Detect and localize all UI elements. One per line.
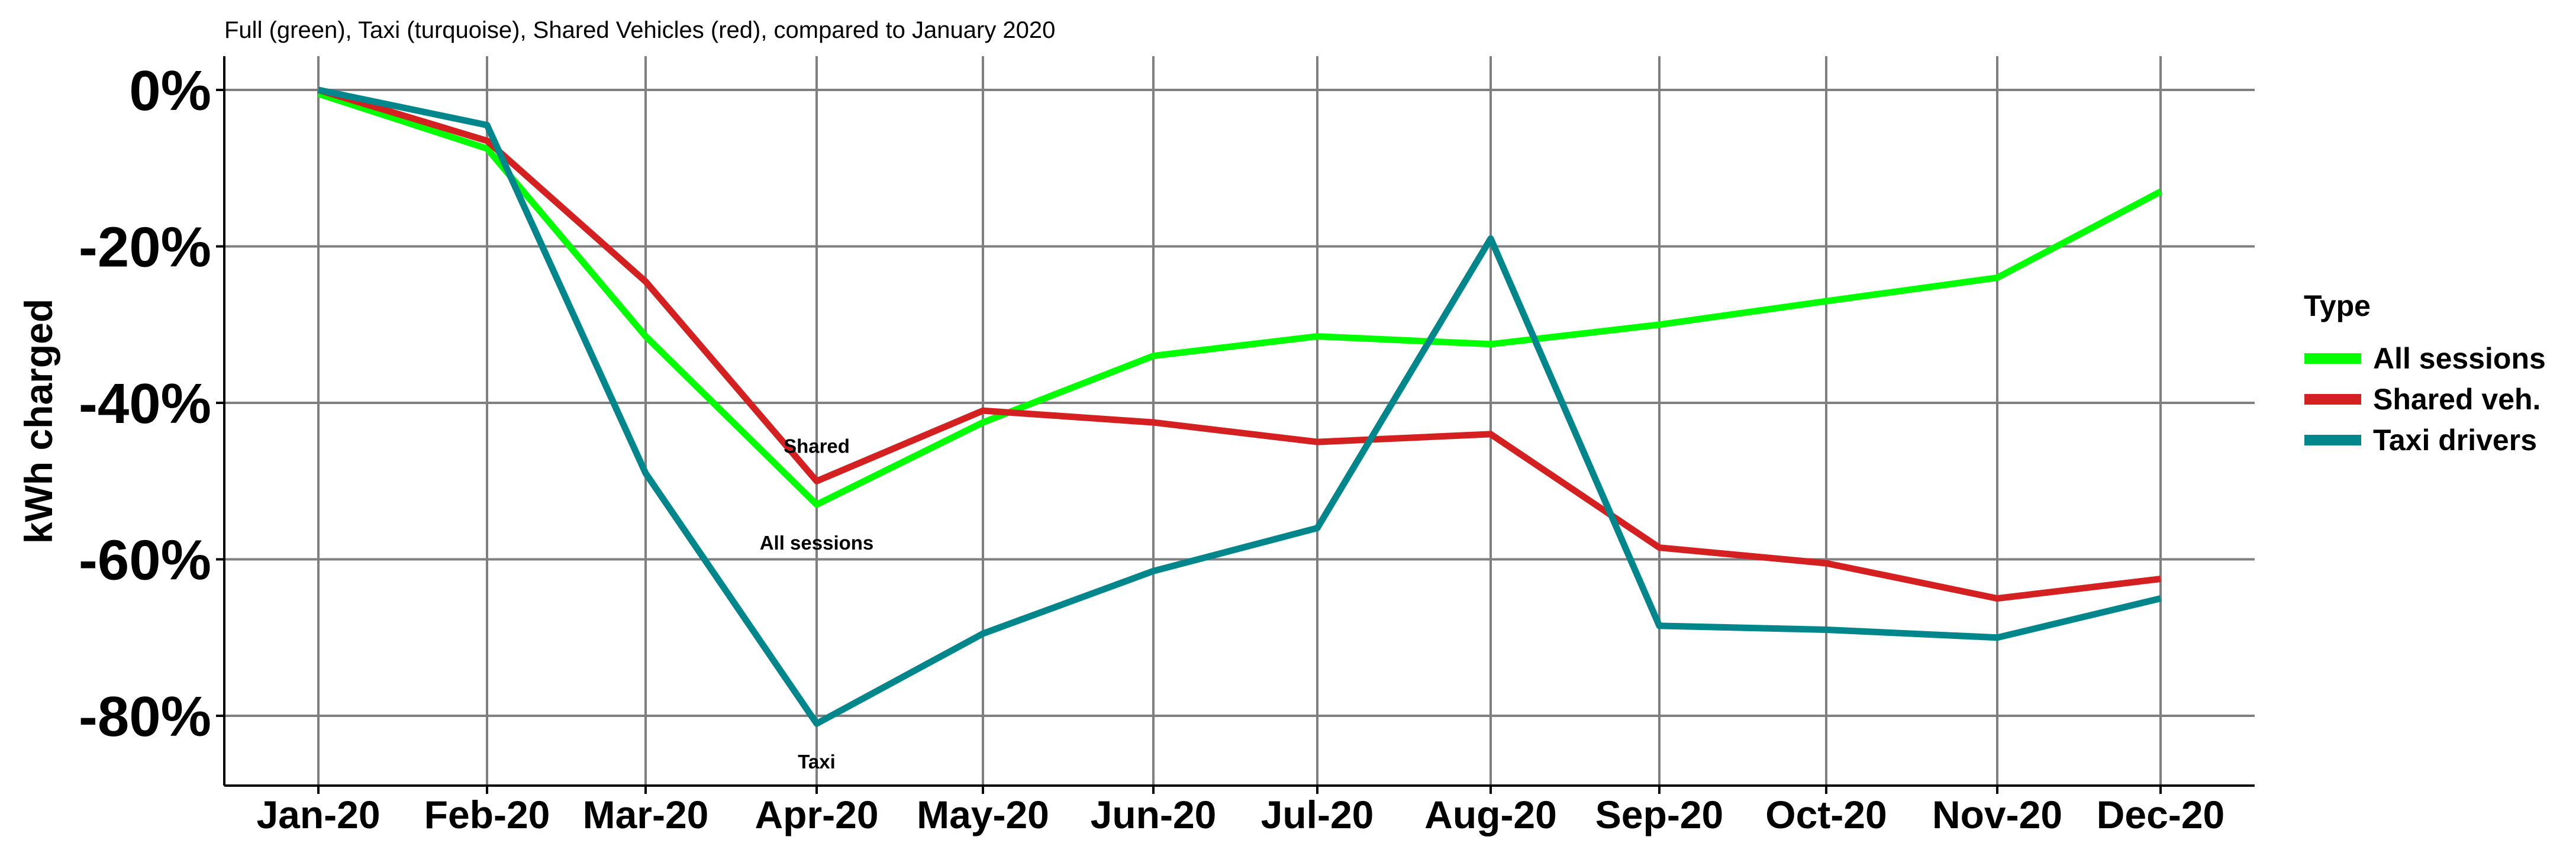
- annotation-all: All sessions: [760, 532, 874, 554]
- legend-label-taxi: Taxi drivers: [2373, 424, 2537, 457]
- series-line-all: [317, 91, 2162, 508]
- chart-subtitle: Full (green), Taxi (turquoise), Shared V…: [224, 17, 1055, 43]
- y-tick-label: -60%: [79, 529, 211, 592]
- x-tick-labels: Jan-20 Feb-20 Mar-20 Apr-20 May-20 Jun-20 Jul-…: [256, 786, 2224, 836]
- x-tick-label: Nov-20: [1932, 793, 2062, 836]
- x-tick-label: Jun-20: [1091, 793, 1217, 836]
- y-tick-label: 0%: [129, 59, 211, 122]
- series-line-taxi: [317, 86, 2162, 727]
- x-tick-label: Jan-20: [256, 793, 380, 836]
- x-tick-label: Dec-20: [2097, 793, 2224, 836]
- x-tick-label: Feb-20: [424, 793, 550, 836]
- legend: Type All sessions Shared veh. Taxi drivers: [2304, 289, 2546, 457]
- series-lines: [317, 86, 2162, 727]
- y-axis-title: kWh charged: [17, 299, 60, 544]
- x-tick-label: Oct-20: [1765, 793, 1887, 836]
- x-tick-label: Apr-20: [755, 793, 878, 836]
- y-tick-labels: 0% -20% -40% -60% -80%: [79, 59, 224, 748]
- x-tick-label: Aug-20: [1424, 793, 1557, 836]
- y-tick-label: -80%: [79, 685, 211, 748]
- legend-title: Type: [2304, 289, 2371, 322]
- legend-label-shared: Shared veh.: [2373, 383, 2540, 416]
- annotations: Shared All sessions Taxi: [760, 435, 874, 773]
- x-tick-label: Jul-20: [1261, 793, 1374, 836]
- y-tick-label: -20%: [79, 216, 211, 279]
- x-tick-label: May-20: [917, 793, 1049, 836]
- annotation-shared: Shared: [784, 435, 850, 457]
- annotation-taxi: Taxi: [798, 751, 836, 773]
- x-tick-label: Sep-20: [1595, 793, 1723, 836]
- legend-label-all: All sessions: [2373, 342, 2546, 375]
- axes: [223, 56, 2255, 787]
- series-line-shared: [317, 86, 2161, 602]
- x-tick-label: Mar-20: [583, 793, 709, 836]
- y-tick-label: -40%: [79, 372, 211, 435]
- grid-lines: [224, 56, 2255, 786]
